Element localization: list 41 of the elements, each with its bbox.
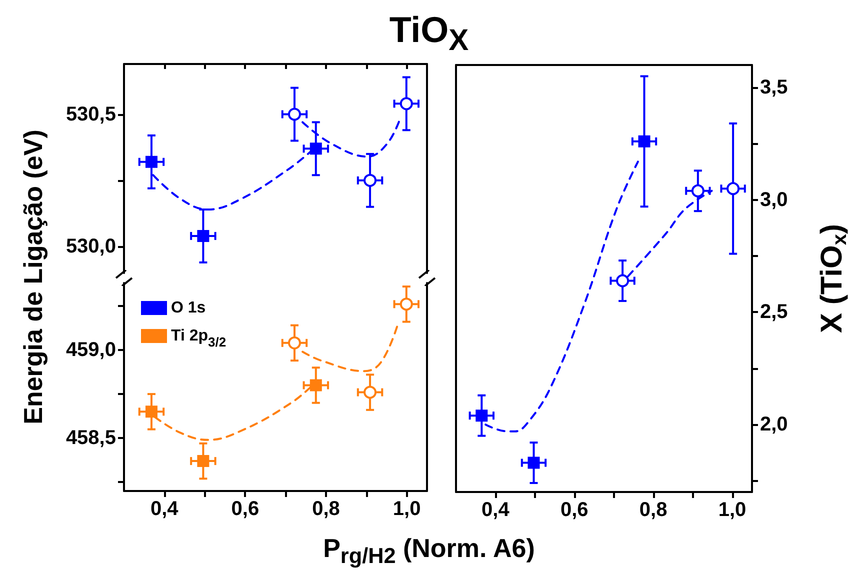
point: [400, 298, 413, 311]
x-axis-title: P$_{rg/H2}$ (Norm. A6): [322, 532, 536, 570]
y-axis-title: Energia de Ligação (eV): [17, 128, 49, 426]
x-tick-label: 0,6: [231, 498, 260, 520]
point: [726, 182, 740, 196]
point: [528, 456, 540, 469]
x-tick-label: 1,0: [392, 498, 421, 520]
point: [310, 142, 322, 155]
x-tick-label: 1,0: [718, 499, 746, 521]
x-tick-label: 0,4: [150, 498, 180, 520]
point: [288, 108, 301, 121]
y-tick-label: 2,0: [760, 414, 788, 436]
y-tick-label: 458,5: [66, 427, 116, 450]
point: [400, 97, 413, 110]
point: [310, 379, 322, 392]
point: [197, 230, 210, 242]
point: [197, 455, 210, 468]
point: [691, 184, 704, 198]
y-tick-label: 3,5: [760, 76, 788, 98]
x-tick-label: 0,8: [312, 498, 340, 520]
x-tick-label: 0,4: [482, 499, 510, 521]
x-tick-label: 0,6: [560, 499, 588, 521]
point: [145, 156, 158, 168]
y-tick-label: 2,5: [760, 301, 788, 324]
point: [364, 174, 377, 187]
legend-label: O 1s: [171, 300, 206, 316]
y-tick-label: 530,0: [66, 236, 116, 258]
y-tick-label: 3,0: [760, 188, 788, 211]
point: [288, 336, 301, 350]
y-axis-title: X (TiOx): [816, 224, 851, 333]
line-series: [302, 324, 399, 372]
point: [476, 410, 488, 422]
point: [364, 386, 377, 399]
point: [145, 406, 158, 418]
point: [638, 135, 650, 148]
chart-title: TiO$_{X}$: [388, 8, 470, 60]
point: [616, 274, 630, 288]
x-tick-label: 0,8: [639, 499, 668, 521]
y-tick-label: 459,0: [66, 338, 116, 361]
y-tick-label: 530,5: [66, 103, 116, 126]
line-series: [484, 160, 639, 432]
